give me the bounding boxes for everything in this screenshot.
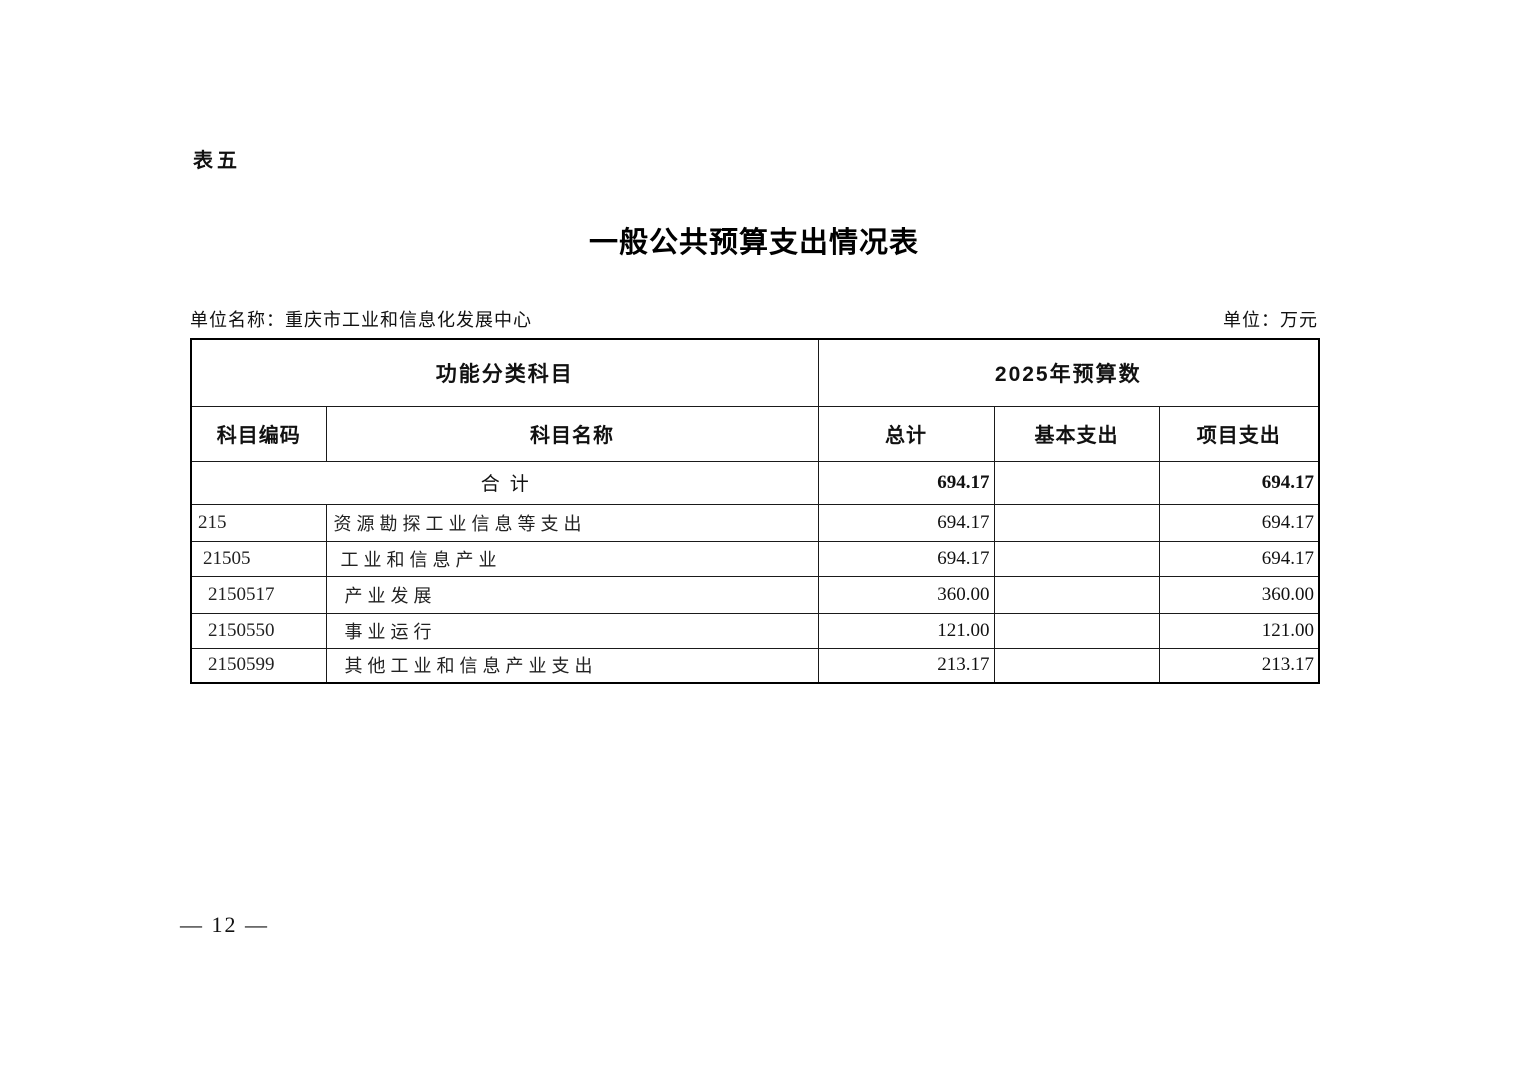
- total-cell: 694.17: [817, 540, 995, 577]
- total-cell: 213.17: [817, 647, 995, 684]
- total-cell: 694.17: [817, 503, 995, 542]
- table-row: 21505 工业和信息产业 694.17 694.17: [190, 540, 1320, 577]
- basic-cell: [993, 612, 1160, 649]
- header-budget-2025: 2025年预算数: [817, 338, 1320, 407]
- table-header-column-row: 科目编码 科目名称 总计 基本支出 项目支出: [190, 405, 1320, 462]
- unit-info-row: 单位名称：重庆市工业和信息化发展中心 单位：万元: [190, 306, 1318, 332]
- basic-cell: [993, 647, 1160, 684]
- project-cell: 121.00: [1158, 612, 1320, 649]
- code-cell: 215: [190, 503, 327, 542]
- total-cell: 360.00: [817, 575, 995, 614]
- page-number: — 12 —: [180, 912, 269, 937]
- code-cell: 2150517: [190, 575, 327, 614]
- unit-name-label: 单位名称：重庆市工业和信息化发展中心: [190, 310, 532, 330]
- table-row: 2150550 事业运行 121.00 121.00: [190, 612, 1320, 649]
- column-header-project: 项目支出: [1158, 405, 1320, 462]
- unit-measure-label: 单位：万元: [1223, 310, 1318, 330]
- column-header-total: 总计: [817, 405, 995, 462]
- table-row-grand-total: 合计 694.17 694.17: [190, 460, 1320, 505]
- table-row: 2150517 产业发展 360.00 360.00: [190, 575, 1320, 614]
- header-function-category: 功能分类科目: [190, 338, 819, 407]
- table-row: 2150599 其他工业和信息产业支出 213.17 213.17: [190, 647, 1320, 684]
- name-cell: 事业运行: [325, 612, 819, 649]
- project-cell: 694.17: [1158, 460, 1320, 505]
- table-number-label: 表五: [193, 150, 241, 172]
- table-header-group-row: 功能分类科目 2025年预算数: [190, 338, 1320, 407]
- code-cell: 2150599: [190, 647, 327, 684]
- basic-cell: [993, 503, 1160, 542]
- total-cell: 121.00: [817, 612, 995, 649]
- basic-cell: [993, 540, 1160, 577]
- budget-expenditure-table: 功能分类科目 2025年预算数 科目编码 科目名称 总计 基本支出 项目支出 合…: [190, 338, 1320, 684]
- basic-cell: [993, 460, 1160, 505]
- grand-total-label: 合计: [190, 460, 819, 505]
- page-title: 一般公共预算支出情况表: [588, 227, 919, 259]
- name-cell: 工业和信息产业: [325, 540, 819, 577]
- code-cell: 21505: [190, 540, 327, 577]
- column-header-basic: 基本支出: [993, 405, 1160, 462]
- column-header-code: 科目编码: [190, 405, 327, 462]
- column-header-name: 科目名称: [325, 405, 819, 462]
- project-cell: 694.17: [1158, 540, 1320, 577]
- code-cell: 2150550: [190, 612, 327, 649]
- name-cell: 资源勘探工业信息等支出: [325, 503, 819, 542]
- project-cell: 694.17: [1158, 503, 1320, 542]
- total-cell: 694.17: [817, 460, 995, 505]
- basic-cell: [993, 575, 1160, 614]
- table-row: 215 资源勘探工业信息等支出 694.17 694.17: [190, 503, 1320, 542]
- name-cell: 其他工业和信息产业支出: [325, 647, 819, 684]
- name-cell: 产业发展: [325, 575, 819, 614]
- project-cell: 213.17: [1158, 647, 1320, 684]
- project-cell: 360.00: [1158, 575, 1320, 614]
